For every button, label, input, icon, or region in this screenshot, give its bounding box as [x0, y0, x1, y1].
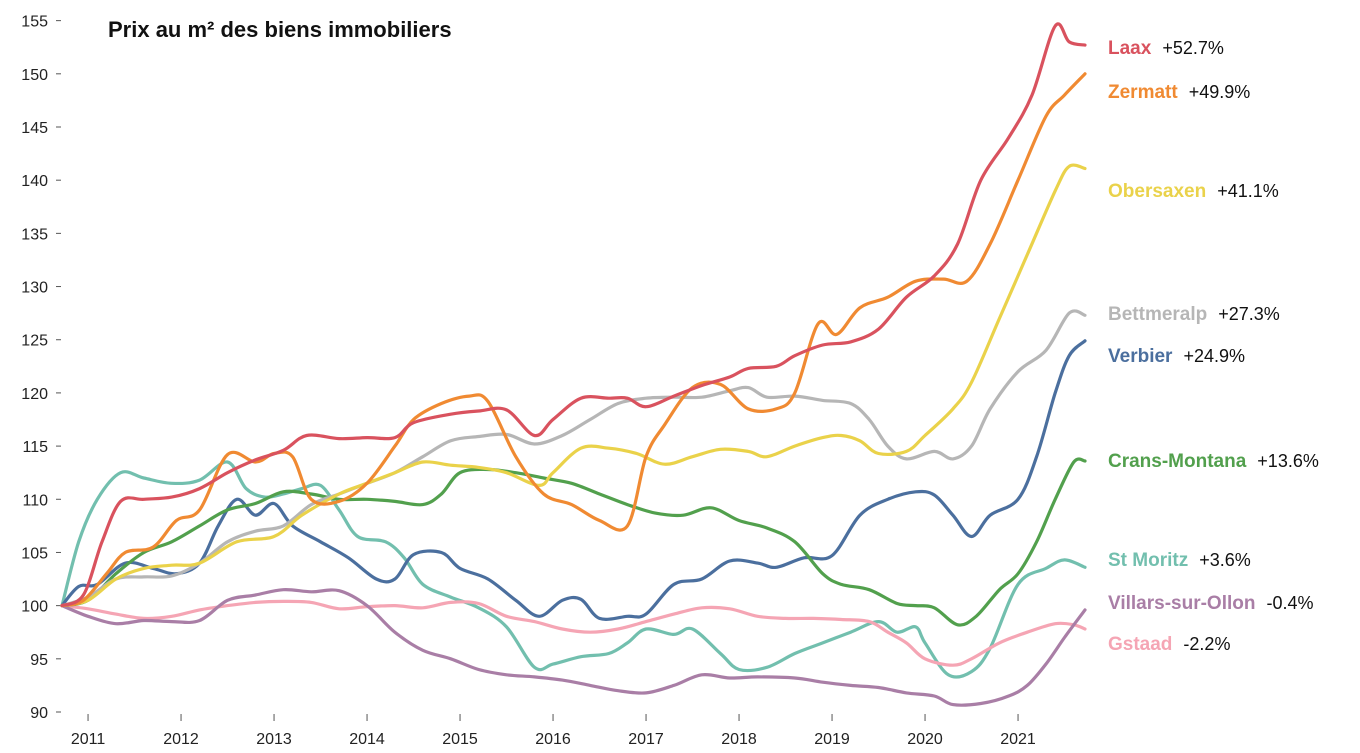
- series-label-zermatt: Zermatt +49.9%: [1108, 82, 1250, 103]
- series-change: +13.6%: [1257, 451, 1319, 471]
- series-change: +27.3%: [1218, 304, 1280, 324]
- series-label-villars-sur-ollon: Villars-sur-Ollon -0.4%: [1108, 593, 1314, 614]
- x-tick-label: 2021: [1000, 731, 1036, 748]
- series-change: +3.6%: [1199, 550, 1251, 570]
- series-change: -0.4%: [1266, 593, 1313, 613]
- series-label-st-moritz: St Moritz +3.6%: [1108, 550, 1251, 571]
- series-line-bettmeralp: [60, 309, 1087, 608]
- chart-title: Prix au m² des biens immobiliers: [108, 17, 452, 42]
- y-tick-label: 145: [21, 120, 48, 137]
- series-lines: [60, 22, 1087, 707]
- series-label-crans-montana: Crans-Montana +13.6%: [1108, 451, 1319, 472]
- series-line-crans-montana: [60, 457, 1087, 627]
- series-label-gstaad: Gstaad -2.2%: [1108, 634, 1230, 655]
- series-name: Verbier: [1108, 346, 1173, 367]
- y-tick-label: 105: [21, 545, 48, 562]
- series-change: +49.9%: [1189, 82, 1251, 102]
- series-line-zermatt: [60, 72, 1087, 608]
- series-name: Villars-sur-Ollon: [1108, 593, 1255, 614]
- series-line-laax: [60, 22, 1087, 608]
- series-label-laax: Laax +52.7%: [1108, 38, 1224, 59]
- x-tick-label: 2015: [442, 731, 478, 748]
- series-name: St Moritz: [1108, 550, 1188, 571]
- series-line-gstaad: [60, 599, 1087, 667]
- series-name: Laax: [1108, 38, 1152, 59]
- y-tick-label: 100: [21, 599, 48, 616]
- series-change: +52.7%: [1162, 38, 1224, 58]
- series-change: +41.1%: [1217, 181, 1279, 201]
- x-tick-label: 2014: [349, 731, 385, 748]
- series-line-st-moritz: [60, 460, 1087, 679]
- series-change: +24.9%: [1183, 346, 1245, 366]
- y-tick-label: 120: [21, 386, 48, 403]
- y-axis: 90 95 100 105 110 115 120 125 130 135 140 145 150 155: [21, 14, 61, 722]
- series-line-obersaxen: [60, 163, 1087, 608]
- x-tick-label: 2017: [628, 731, 664, 748]
- x-tick-label: 2011: [71, 731, 106, 748]
- series-label-bettmeralp: Bettmeralp +27.3%: [1108, 304, 1280, 325]
- y-tick-label: 150: [21, 67, 48, 84]
- x-tick-label: 2018: [721, 731, 757, 748]
- series-line-villars-sur-ollon: [60, 588, 1087, 707]
- y-tick-label: 130: [21, 280, 48, 297]
- x-tick-label: 2020: [907, 731, 943, 748]
- series-name: Bettmeralp: [1108, 304, 1207, 325]
- series-name: Obersaxen: [1108, 181, 1206, 202]
- series-name: Crans-Montana: [1108, 451, 1247, 472]
- series-label-verbier: Verbier +24.9%: [1108, 346, 1245, 367]
- y-tick-label: 90: [30, 705, 48, 722]
- y-tick-label: 95: [30, 652, 48, 669]
- x-tick-label: 2016: [535, 731, 571, 748]
- y-tick-label: 140: [21, 173, 48, 190]
- x-tick-label: 2013: [256, 731, 292, 748]
- series-name: Gstaad: [1108, 634, 1172, 655]
- series-label-obersaxen: Obersaxen +41.1%: [1108, 181, 1279, 202]
- y-tick-label: 115: [22, 439, 48, 456]
- series-change: -2.2%: [1183, 634, 1230, 654]
- series-name: Zermatt: [1108, 82, 1178, 103]
- x-tick-label: 2012: [163, 731, 199, 748]
- x-axis: 2011 2012 2013 2014 2015 2016 2017 2018 2019 2020…: [71, 714, 1036, 748]
- series-labels: Laax +52.7% Zermatt +49.9% Obersaxen +41.1% Be…: [1108, 38, 1319, 655]
- x-tick-label: 2019: [814, 731, 850, 748]
- y-tick-label: 110: [22, 492, 48, 509]
- y-tick-label: 125: [21, 333, 48, 350]
- y-tick-label: 135: [21, 226, 48, 243]
- y-tick-label: 155: [21, 14, 48, 31]
